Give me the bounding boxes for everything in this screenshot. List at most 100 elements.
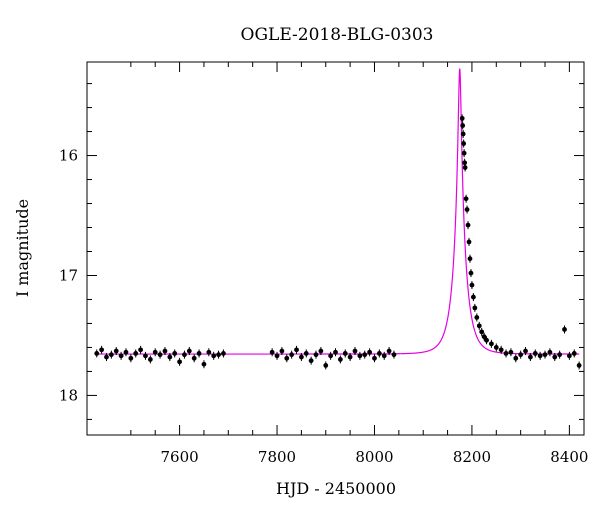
data-point <box>508 348 514 357</box>
data-point <box>469 281 475 290</box>
data-point <box>177 357 182 366</box>
data-point <box>221 349 226 358</box>
data-point <box>196 349 202 358</box>
data-point <box>269 348 275 357</box>
data-point <box>362 350 368 359</box>
data-point <box>461 149 467 158</box>
data-point <box>206 348 212 357</box>
data-point <box>461 139 467 148</box>
data-point <box>467 254 473 263</box>
x-tick-label: 7800 <box>258 448 296 466</box>
data-point <box>523 347 528 356</box>
data-point <box>191 354 197 363</box>
data-point <box>201 360 207 369</box>
data-point <box>571 349 577 358</box>
data-point <box>576 361 582 370</box>
data-point <box>463 194 469 203</box>
data-point <box>367 348 373 357</box>
chart-title: OGLE-2018-BLG-0303 <box>241 25 434 45</box>
data-point <box>167 353 173 362</box>
data-point <box>308 356 314 365</box>
data-point <box>279 347 285 356</box>
data-point <box>479 327 485 336</box>
data-point <box>386 347 392 356</box>
data-point <box>157 350 163 359</box>
data-point <box>328 351 334 360</box>
data-point <box>182 350 187 359</box>
data-point <box>464 205 470 214</box>
data-point <box>547 348 553 357</box>
data-point <box>372 354 377 363</box>
data-points-layer <box>94 114 582 370</box>
data-point <box>147 355 153 364</box>
x-tick-label: 8200 <box>453 448 491 466</box>
x-tick-label: 8000 <box>355 448 393 466</box>
data-point <box>481 332 487 341</box>
data-point <box>313 350 319 359</box>
data-point <box>211 351 217 360</box>
data-point <box>462 163 468 172</box>
data-point <box>99 345 105 354</box>
data-point <box>172 349 178 358</box>
data-point <box>391 350 397 359</box>
y-tick-label: 17 <box>59 266 78 284</box>
data-point <box>108 350 114 359</box>
y-tick-label: 18 <box>59 386 78 404</box>
data-point <box>470 293 476 302</box>
data-point <box>123 348 129 357</box>
data-point <box>294 345 299 354</box>
data-point <box>143 351 148 360</box>
data-point <box>552 353 558 362</box>
x-tick-label: 8400 <box>550 448 588 466</box>
data-point <box>104 353 109 362</box>
data-point <box>381 351 387 360</box>
x-tick-label: 7600 <box>160 448 198 466</box>
data-point <box>474 313 480 322</box>
y-axis-label: I magnitude <box>13 199 32 297</box>
plot-frame <box>86 61 585 436</box>
data-point <box>460 121 466 130</box>
x-axis-label: HJD - 2450000 <box>276 479 396 498</box>
data-point <box>532 349 538 358</box>
data-point <box>289 350 295 359</box>
data-point <box>498 345 504 354</box>
data-point <box>465 221 471 230</box>
model-curve-layer <box>96 68 580 355</box>
data-point <box>152 348 158 357</box>
data-point <box>186 347 192 356</box>
data-point <box>557 350 563 359</box>
data-point <box>113 347 119 356</box>
data-point <box>472 303 478 312</box>
x-tick-labels: 7600 7800 8000 8200 8400 <box>160 448 588 466</box>
data-point <box>476 321 482 330</box>
axis-ticks <box>87 62 584 435</box>
data-point <box>357 351 363 360</box>
data-point <box>128 354 134 363</box>
data-point <box>347 353 353 362</box>
data-point <box>216 350 221 359</box>
data-point <box>342 349 348 358</box>
data-point <box>318 347 324 356</box>
data-point <box>528 353 533 362</box>
data-point <box>298 353 304 362</box>
data-point <box>323 361 329 370</box>
model-curve <box>96 68 580 355</box>
data-point <box>566 351 572 360</box>
data-point <box>468 269 474 278</box>
data-point <box>376 349 382 358</box>
data-point <box>513 354 519 363</box>
data-point <box>337 355 343 364</box>
data-point <box>489 339 494 348</box>
data-point <box>459 114 465 123</box>
data-point <box>562 325 567 334</box>
data-point <box>138 345 143 354</box>
data-point <box>274 351 280 360</box>
data-point <box>333 348 338 357</box>
data-point <box>133 349 139 358</box>
y-tick-label: 16 <box>59 147 78 165</box>
data-point <box>162 347 168 356</box>
data-point <box>303 349 309 358</box>
data-point <box>466 237 472 246</box>
data-point <box>537 351 543 360</box>
